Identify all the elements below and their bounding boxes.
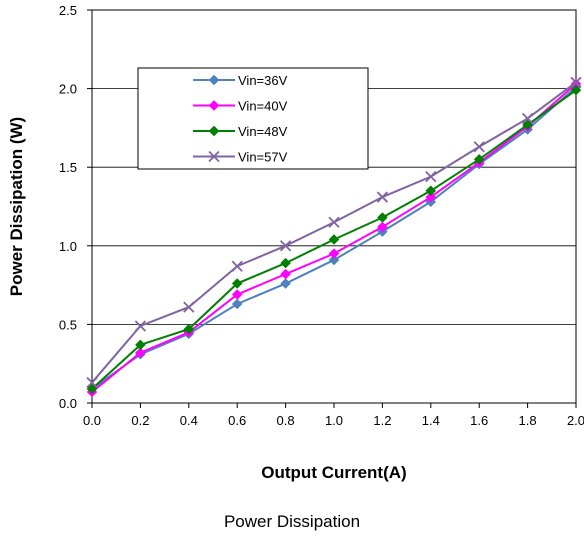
data-point-2-5 xyxy=(328,234,340,245)
x-tick-label-7: 1.4 xyxy=(422,413,440,428)
data-point-2-2 xyxy=(183,323,195,335)
data-point-3-6 xyxy=(376,191,389,203)
legend-label-2: Vin=48V xyxy=(238,124,288,139)
x-tick-label-4: 0.8 xyxy=(277,413,295,428)
data-point-2-9 xyxy=(522,119,533,131)
legend-label-3: Vin=57V xyxy=(238,150,288,165)
x-tick-label-8: 1.6 xyxy=(470,413,488,428)
data-point-2-8 xyxy=(473,153,485,165)
series-3 xyxy=(86,76,582,389)
data-point-1-7 xyxy=(425,191,437,203)
y-axis-title: Power Dissipation (W) xyxy=(7,117,26,296)
x-axis-title: Output Current(A) xyxy=(261,463,406,482)
legend-label-0: Vin=36V xyxy=(238,73,288,88)
x-tick-label-6: 1.2 xyxy=(373,413,391,428)
x-tick-label-0: 0.0 xyxy=(83,413,101,428)
legend-marker-0 xyxy=(208,74,220,86)
y-axis: 0.0 0.5 1.0 1.5 2.0 2.5 xyxy=(59,3,92,411)
data-point-3-3 xyxy=(231,260,243,272)
legend-box xyxy=(137,67,369,170)
x-tick-label-5: 1.0 xyxy=(325,413,343,428)
power-dissipation-chart: 0.0 0.2 0.4 0.6 0.8 1.0 1.2 1.4 1.6 1.8 2.0 0.0 0.5… xyxy=(7,3,584,482)
data-point-1-1 xyxy=(135,347,146,359)
data-point-0-4 xyxy=(280,278,291,289)
x-tick-label-3: 0.6 xyxy=(228,413,246,428)
data-point-3-2 xyxy=(183,301,195,313)
y-tick-label-3: 1.5 xyxy=(59,160,77,175)
data-point-2-6 xyxy=(377,212,388,223)
data-point-3-1 xyxy=(134,320,147,332)
legend-item-1: Vin=40V xyxy=(193,99,288,114)
data-point-2-10 xyxy=(570,84,582,96)
legend: Vin=36V Vin=40V Vin=48V Vin=57V xyxy=(137,67,369,170)
y-tick-label-2: 1.0 xyxy=(59,239,77,254)
series-2 xyxy=(86,84,582,395)
data-point-3-10 xyxy=(570,76,582,88)
data-point-1-3 xyxy=(231,289,243,300)
data-point-3-5 xyxy=(328,216,340,228)
y-tick-label-1: 0.5 xyxy=(59,317,77,332)
data-point-3-7 xyxy=(425,170,437,183)
x-tick-label-10: 2.0 xyxy=(567,413,584,428)
y-tick-label-5: 2.5 xyxy=(59,3,77,18)
legend-item-2: Vin=48V xyxy=(193,124,288,139)
data-point-2-0 xyxy=(86,383,98,395)
data-point-2-1 xyxy=(135,339,146,351)
data-point-3-0 xyxy=(86,376,98,389)
data-point-0-3 xyxy=(231,298,243,310)
figure-caption: Power Dissipation xyxy=(223,512,361,531)
data-point-1-6 xyxy=(377,221,388,233)
legend-marker-3 xyxy=(208,150,220,163)
x-tick-label-2: 0.4 xyxy=(180,413,198,428)
data-point-3-4 xyxy=(279,240,292,252)
data-point-2-7 xyxy=(425,185,437,197)
x-axis: 0.0 0.2 0.4 0.6 0.8 1.0 1.2 1.4 1.6 1.8 2.0 xyxy=(83,403,584,428)
data-point-2-4 xyxy=(280,257,291,269)
legend-item-3: Vin=57V xyxy=(193,150,288,165)
x-tick-label-9: 1.8 xyxy=(519,413,537,428)
x-tick-label-1: 0.2 xyxy=(131,413,149,428)
series-1 xyxy=(86,78,582,398)
legend-marker-2 xyxy=(208,125,220,137)
data-point-1-5 xyxy=(328,248,340,260)
data-point-1-4 xyxy=(280,268,291,280)
y-tick-label-4: 2.0 xyxy=(59,82,77,97)
legend-label-1: Vin=40V xyxy=(238,99,288,114)
legend-marker-1 xyxy=(208,100,220,111)
legend-item-0: Vin=36V xyxy=(193,73,288,88)
data-point-3-9 xyxy=(521,112,534,125)
data-point-3-8 xyxy=(473,141,485,153)
y-tick-label-0: 0.0 xyxy=(59,396,77,411)
series-layer xyxy=(86,76,582,398)
data-point-0-5 xyxy=(328,254,340,266)
data-point-2-3 xyxy=(231,278,243,289)
